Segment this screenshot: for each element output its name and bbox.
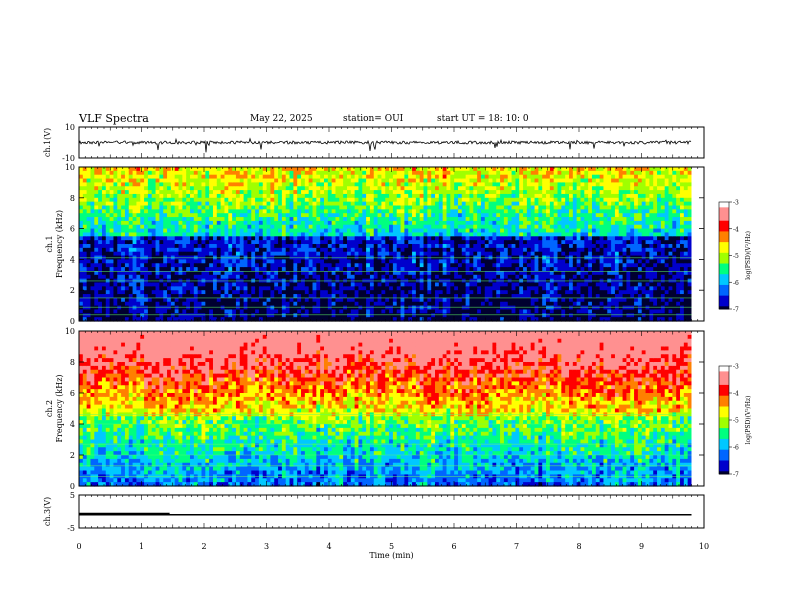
xtick-label: 1 — [139, 542, 144, 551]
ytick-label: 6 — [70, 389, 75, 398]
ytick-label: 10 — [65, 327, 75, 336]
xtick-label: 6 — [451, 542, 456, 551]
colorbar-label: log(PSD)(V²/Hz) — [745, 396, 752, 445]
start-time-label: start UT = 18: 10: 0 — [437, 114, 529, 124]
ytick-label: 0 — [70, 317, 75, 326]
ytick-label: 4 — [70, 255, 75, 264]
ytick-label: 6 — [70, 225, 75, 234]
x-axis-label: Time (min) — [369, 551, 413, 560]
xtick-label: 5 — [389, 542, 394, 551]
colorbar-tick-label: -3 — [733, 364, 739, 371]
ytick-label: 5 — [70, 491, 75, 500]
y-axis-label: ch.1(V) — [43, 128, 52, 157]
y-axis-label-frequency: Frequency (kHz) — [55, 210, 64, 278]
xtick-label: 9 — [639, 542, 644, 551]
xtick-label: 8 — [576, 542, 581, 551]
station-label: station= OUI — [343, 114, 404, 124]
colorbar-tick-label: -7 — [733, 472, 739, 479]
colorbar-tick-label: -3 — [733, 200, 739, 207]
y-axis-label-channel: ch.1 — [45, 235, 54, 252]
colorbar-tick-label: -7 — [733, 307, 739, 314]
xtick-label: 2 — [201, 542, 206, 551]
ytick-label: -10 — [62, 154, 75, 163]
y-axis-label: ch.3(V) — [43, 497, 52, 526]
spectrogram-ch1 — [79, 167, 704, 322]
y-axis-label-frequency: Frequency (kHz) — [55, 374, 64, 442]
colorbar-tick-label: -5 — [733, 253, 739, 260]
figure-title: VLF Spectra — [79, 112, 149, 125]
ytick-label: 8 — [70, 194, 75, 203]
date-label: May 22, 2025 — [250, 114, 313, 124]
ch1-waveform-line — [78, 137, 692, 153]
ytick-label: 2 — [70, 286, 75, 295]
colorbar-tick-label: -6 — [733, 280, 739, 287]
ytick-label: -5 — [67, 524, 75, 533]
xtick-label: 4 — [326, 542, 331, 551]
ytick-label: 10 — [65, 123, 75, 132]
ytick-label: 8 — [70, 358, 75, 367]
colorbar-tick-label: -4 — [733, 391, 739, 398]
ytick-label: 0 — [70, 482, 75, 491]
spectrogram-ch2 — [79, 331, 704, 487]
xtick-label: 3 — [264, 542, 269, 551]
ytick-label: 4 — [70, 420, 75, 429]
xtick-label: 0 — [76, 542, 81, 551]
colorbar-tick-label: -4 — [733, 226, 739, 233]
ytick-label: 10 — [65, 163, 75, 172]
colorbar-tick-label: -6 — [733, 445, 739, 452]
xtick-label: 7 — [514, 542, 519, 551]
xtick-label: 10 — [699, 542, 709, 551]
colorbar-tick-label: -5 — [733, 418, 739, 425]
ytick-label: 2 — [70, 451, 75, 460]
y-axis-label-channel: ch.2 — [45, 400, 54, 417]
colorbar-label: log(PSD)(V²/Hz) — [745, 231, 752, 280]
